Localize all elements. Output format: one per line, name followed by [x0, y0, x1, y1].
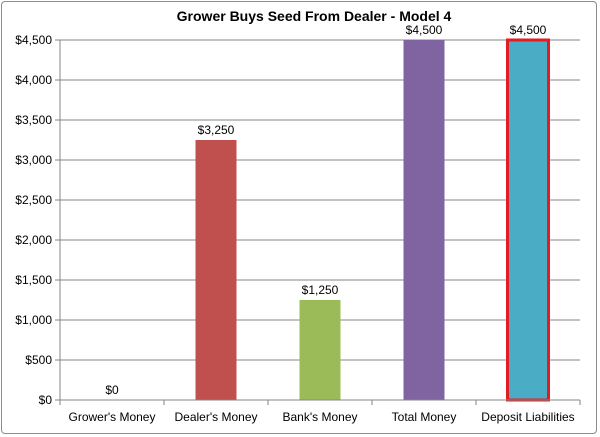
y-tick-label: $3,500	[15, 113, 52, 127]
y-tick-label: $0	[39, 393, 53, 407]
x-tick-label: Bank's Money	[283, 410, 358, 424]
y-tick-label: $4,500	[15, 33, 52, 47]
x-tick-label: Deposit Liabilities	[481, 410, 574, 424]
y-tick-label: $1,000	[15, 313, 52, 327]
x-tick-label: Total Money	[392, 410, 457, 424]
y-tick-label: $4,000	[15, 73, 52, 87]
data-label: $4,500	[510, 23, 547, 37]
bars	[195, 38, 550, 402]
bar	[195, 140, 237, 400]
bar	[403, 40, 445, 400]
bar	[299, 300, 341, 400]
x-tick-label: Grower's Money	[69, 410, 156, 424]
data-label: $0	[105, 383, 119, 397]
y-tick-label: $500	[25, 353, 52, 367]
data-label: $1,250	[302, 283, 339, 297]
data-label: $3,250	[198, 123, 235, 137]
x-tick-label: Dealer's Money	[175, 410, 258, 424]
y-tick-label: $3,000	[15, 153, 52, 167]
y-tick-label: $1,500	[15, 273, 52, 287]
y-tick-labels: $0 $500 $1,000 $1,500 $2,000 $2,500 $3,000 $3,5…	[15, 33, 60, 407]
bar	[506, 38, 550, 402]
data-labels: $0 $3,250 $1,250 $4,500 $4,500	[105, 23, 546, 397]
gridlines	[60, 39, 580, 361]
y-tick-label: $2,500	[15, 193, 52, 207]
y-tick-label: $2,000	[15, 233, 52, 247]
data-label: $4,500	[406, 23, 443, 37]
chart-title: Grower Buys Seed From Dealer - Model 4	[177, 8, 452, 24]
x-tick-labels: Grower's Money Dealer's Money Bank's Money…	[59, 400, 581, 424]
